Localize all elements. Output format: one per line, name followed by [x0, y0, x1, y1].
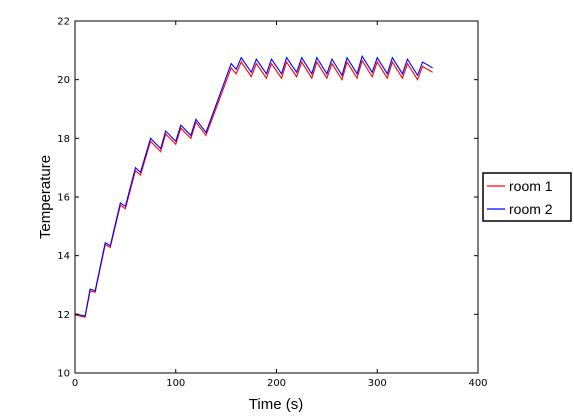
legend-box	[482, 172, 572, 222]
x-tick-label: 0	[72, 378, 78, 389]
legend-label: room 1	[509, 178, 553, 194]
x-tick-label: 400	[468, 378, 487, 389]
x-tick-label: 200	[267, 378, 286, 389]
y-tick-label: 22	[57, 17, 70, 28]
legend-label: room 2	[509, 201, 553, 217]
y-tick-label: 16	[57, 193, 70, 204]
x-axis-title: Time (s)	[249, 396, 303, 413]
y-tick-label: 10	[57, 369, 70, 380]
y-tick-label: 20	[57, 75, 70, 86]
series-layer	[74, 54, 433, 318]
series-line-room-1	[74, 59, 433, 318]
x-axis: 0 100 200 300 400	[72, 21, 488, 389]
plot-area	[74, 20, 479, 374]
x-tick-label: 300	[368, 378, 387, 389]
y-tick-label: 18	[57, 134, 70, 145]
y-tick-label: 12	[57, 310, 70, 321]
x-tick-label: 100	[166, 378, 185, 389]
y-axis-title: Temperature	[37, 155, 54, 239]
legend: room 1 room 2	[482, 172, 572, 222]
y-axis: 10 12 14 16 18 20 22	[57, 17, 478, 380]
y-tick-label: 14	[57, 251, 70, 262]
series-line-room-2	[74, 54, 433, 317]
